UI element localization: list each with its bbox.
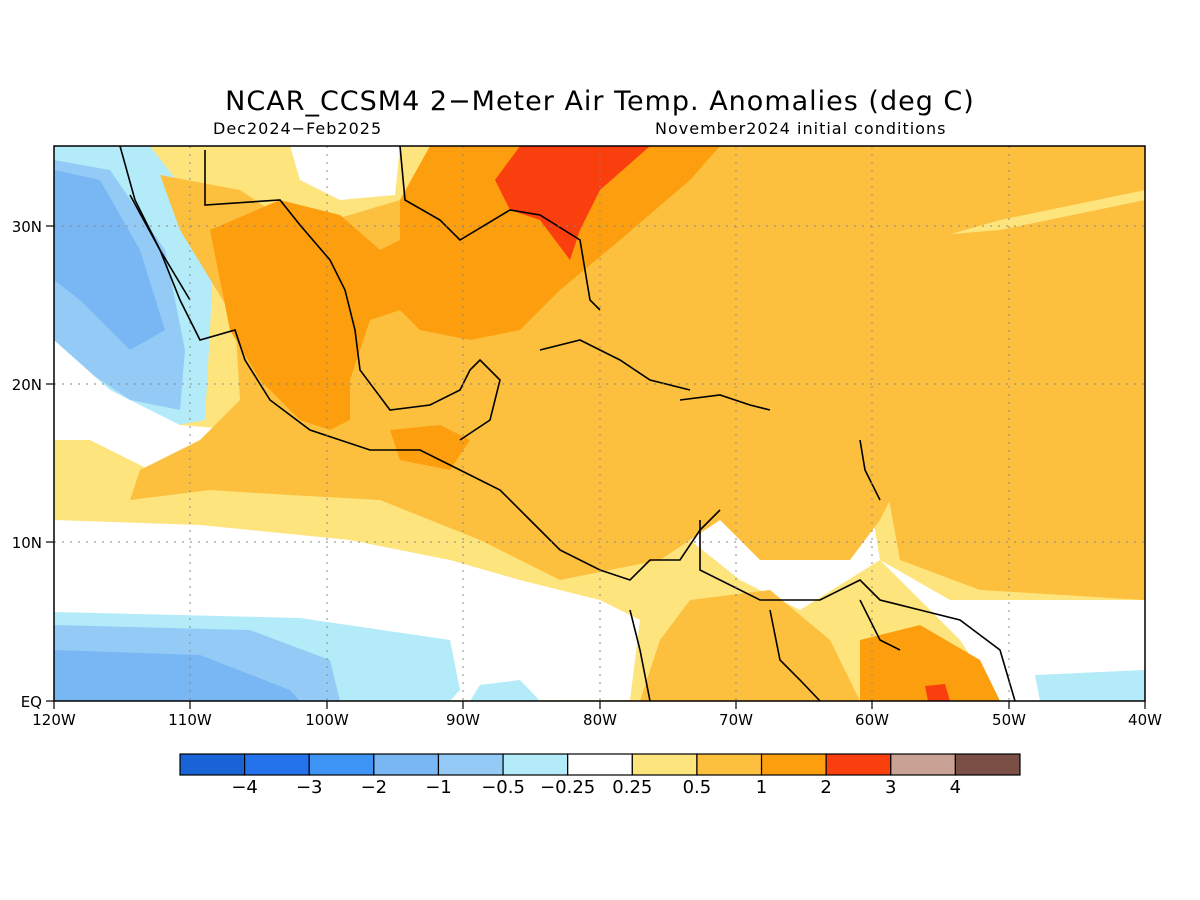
colorbar-label: −1 [425, 777, 452, 798]
latitude-labels: EQ 10N 20N 30N [12, 218, 42, 711]
lon-label: 60W [855, 711, 889, 729]
lon-label: 90W [446, 711, 480, 729]
lat-label: EQ [21, 693, 42, 711]
lat-label: 30N [12, 218, 42, 236]
colorbar-swatch [890, 753, 956, 776]
colorbar-swatch [437, 753, 504, 776]
colorbar-swatch [954, 753, 1021, 776]
colorbar-label: −3 [296, 777, 323, 798]
coastlines [119, 146, 1016, 701]
colorbar-swatch [244, 753, 310, 776]
axis-ticks [46, 225, 1146, 709]
colorbar-swatch [373, 753, 440, 776]
lon-label: 40W [1128, 711, 1162, 729]
colorbar-label: 3 [885, 777, 896, 798]
lat-label: 20N [12, 376, 42, 394]
colorbar-label: −4 [231, 777, 258, 798]
colorbar-swatch [308, 753, 375, 776]
colorbar-label: 1 [756, 777, 767, 798]
lon-label: 70W [719, 711, 753, 729]
colorbar-label: −0.25 [540, 777, 595, 798]
colorbar-label: −0.5 [481, 777, 525, 798]
colorbar-label: 0.5 [683, 777, 712, 798]
colorbar-label: 2 [820, 777, 831, 798]
lat-label: 10N [12, 534, 42, 552]
lon-label: 100W [305, 711, 349, 729]
colorbar-label: 0.25 [612, 777, 652, 798]
colorbar-swatch [631, 753, 698, 776]
colorbar-swatch [760, 753, 827, 776]
colorbar-label: −2 [361, 777, 388, 798]
colorbar-swatch [179, 753, 246, 776]
forecast-period: Dec2024−Feb2025 [213, 119, 383, 138]
lon-label: 50W [992, 711, 1026, 729]
lon-label: 110W [168, 711, 212, 729]
map-title: NCAR_CCSM4 2−Meter Air Temp. Anomalies (… [225, 86, 975, 117]
colorbar: −4 −3 −2 −1 −0.5 −0.25 0.25 0.5 1 2 3 4 [179, 753, 1021, 798]
colorbar-label: 4 [950, 777, 961, 798]
lon-label: 120W [32, 711, 76, 729]
lon-label: 80W [583, 711, 617, 729]
warm-anomaly-region-mexico-gulf [210, 146, 720, 430]
longitude-labels: 120W 110W 100W 90W 80W 70W 60W 50W 40W [32, 711, 1162, 729]
colorbar-swatch [502, 753, 569, 776]
colorbar-swatch [696, 753, 763, 776]
anomaly-field [54, 146, 1145, 701]
graticule [54, 146, 1145, 701]
initial-conditions: November2024 initial conditions [655, 119, 947, 138]
colorbar-swatch [567, 753, 633, 776]
colorbar-swatch [825, 753, 892, 776]
